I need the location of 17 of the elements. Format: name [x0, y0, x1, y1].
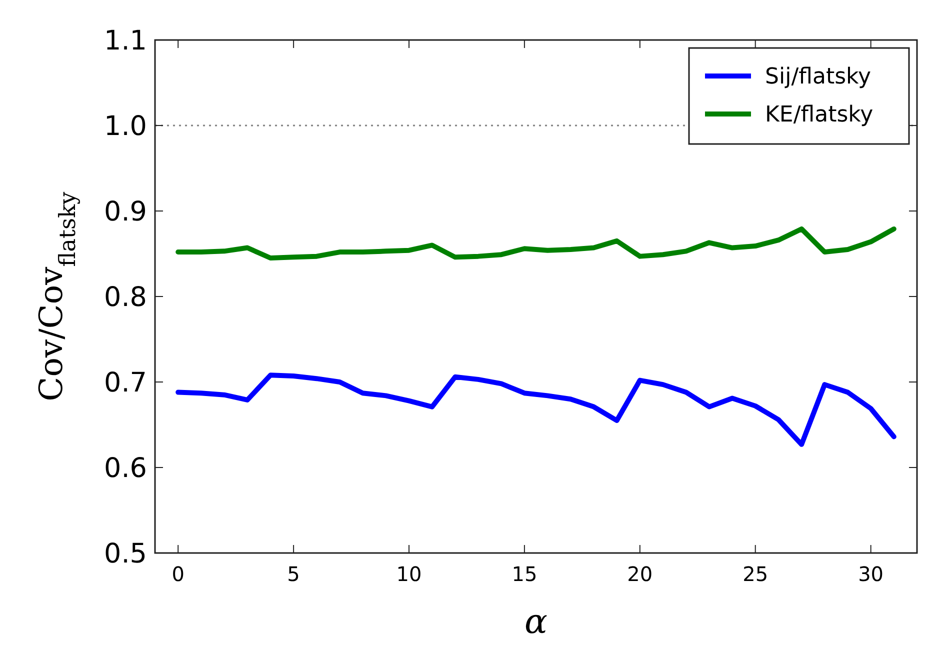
- y-tick-label: 0.7: [104, 367, 147, 398]
- y-tick-label: 1.1: [104, 25, 147, 56]
- y-tick-label: 0.9: [104, 196, 147, 228]
- x-tick-label: 5: [287, 562, 300, 586]
- x-tick-label: 0: [172, 562, 184, 586]
- y-tick-label: 0.6: [104, 452, 147, 484]
- y-tick-label: 0.8: [104, 282, 147, 313]
- legend-label: KE/flatsky: [765, 102, 874, 128]
- x-tick-label: 25: [742, 562, 768, 586]
- y-tick-label: 1.0: [104, 110, 147, 142]
- x-axis-title: α: [524, 602, 548, 642]
- x-tick-label: 30: [858, 562, 884, 586]
- y-tick-label: 0.5: [104, 538, 147, 570]
- x-tick-label: 10: [396, 562, 422, 586]
- x-tick-label: 15: [512, 562, 538, 586]
- legend-label: Sij/flatsky: [765, 64, 872, 90]
- x-tick-label: 20: [627, 562, 653, 586]
